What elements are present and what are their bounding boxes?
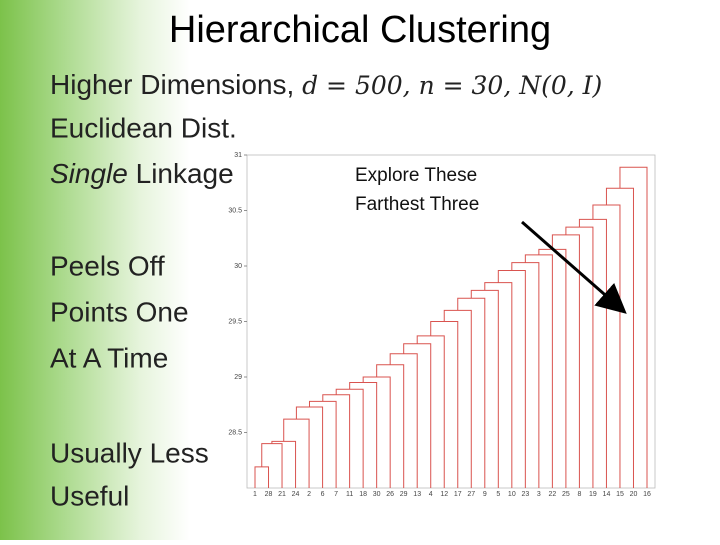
annotation-arrow [521,220,627,314]
bullet: Points One [50,296,189,327]
leaf-label: 16 [643,491,651,498]
bullet-math: d = 500, n = 30, N(0, I) [302,71,602,100]
leaf-label: 6 [321,491,325,498]
leaf-label: 9 [483,491,487,498]
y-tick-label: 28.5 [228,429,242,436]
y-tick-label: 30 [234,263,242,270]
leaf-label: 19 [589,491,597,498]
annotation: Explore These [355,165,477,186]
leaf-label: 5 [496,491,500,498]
leaf-label: 29 [400,491,408,498]
slide-title: Hierarchical Clustering [169,9,551,51]
bullet: Peels Off [50,250,165,281]
leaf-label: 12 [440,491,448,498]
y-tick-label: 29 [234,374,242,381]
leaf-label: 21 [278,491,286,498]
bullet-text: Higher Dimensions, [50,69,302,100]
y-tick-label: 30.5 [228,207,242,214]
bullet: Useful [50,480,129,511]
merge-link [619,166,648,488]
leaf-label: 7 [334,491,338,498]
bullet: Euclidean Dist. [50,112,237,143]
leaf-label: 28 [265,491,273,498]
bullet: Single Linkage [50,158,234,189]
figure-background [235,140,660,500]
leaf-label: 30 [373,491,381,498]
leaf-label: 22 [548,491,556,498]
leaf-label: 24 [292,491,300,498]
leaf-label: 1 [253,491,257,498]
leaf-label: 3 [537,491,541,498]
leaf-label: 25 [562,491,570,498]
bullet-text: Linkage [128,158,234,189]
bullet-italic: Single [50,158,128,189]
leaf-label: 2 [307,491,311,498]
leaf-label: 13 [413,491,421,498]
leaf-label: 11 [346,491,353,498]
leaf-label: 17 [454,491,462,498]
bullet: Usually Less [50,437,209,468]
leaf-label: 14 [603,491,611,498]
y-tick-label: 31 [234,152,242,159]
leaf-label: 26 [386,491,394,498]
annotation: Farthest Three [355,194,479,215]
leaf-label: 4 [429,491,433,498]
leaf-label: 10 [508,491,516,498]
leaf-label: 15 [616,491,624,498]
leaf-label: 18 [359,491,367,498]
leaf-label: 8 [577,491,581,498]
leaf-label: 20 [630,491,638,498]
leaf-label: 23 [521,491,529,498]
bullet: Higher Dimensions, d = 500, n = 30, N(0,… [50,69,602,100]
bullet: At A Time [50,342,168,373]
y-tick-label: 29.5 [228,318,242,325]
leaf-label: 27 [467,491,475,498]
